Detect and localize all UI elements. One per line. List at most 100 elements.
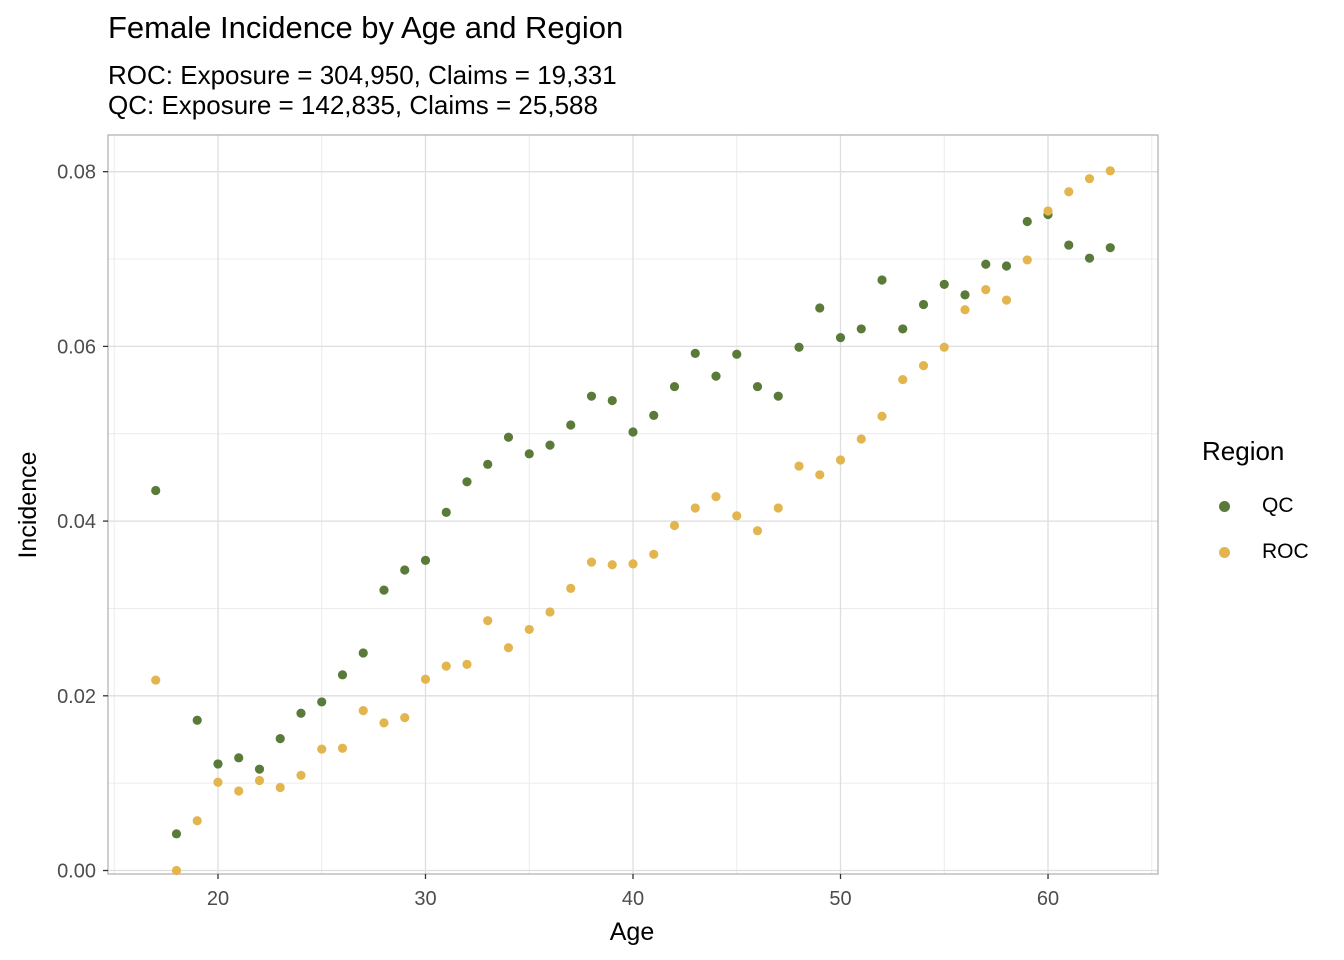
point-roc [773,503,783,513]
point-qc [669,381,680,392]
point-qc [503,432,514,442]
point-roc [628,559,638,569]
y-axis-ticks: 0.00 0.02 0.04 0.06 0.08 [57,162,108,883]
point-roc [317,744,327,754]
point-roc [752,526,763,536]
point-qc [856,324,866,334]
x-axis-title: Age [610,918,654,946]
point-qc [628,427,638,437]
point-qc [939,279,949,289]
point-roc [1064,187,1074,197]
point-qc [524,449,534,459]
point-qc [566,420,576,430]
point-roc [835,455,846,465]
major-gridlines [108,135,1158,874]
legend-label-roc: ROC [1262,540,1309,563]
point-roc [151,675,161,685]
y-axis-title: Incidence [14,451,42,558]
point-roc [690,503,700,513]
legend-label-qc: QC [1262,494,1294,517]
point-roc [213,777,223,787]
point-roc [400,713,410,723]
point-qc [379,585,389,595]
point-roc [337,743,348,753]
point-qc [1105,243,1115,253]
point-qc [794,342,804,352]
legend: Region QC ROC [1202,436,1309,575]
point-roc [669,520,680,531]
point-qc [358,648,368,658]
point-roc [524,624,534,635]
point-roc [234,786,244,796]
point-roc [607,560,617,570]
point-qc [877,275,887,285]
point-qc [254,764,265,774]
point-roc [960,305,970,315]
point-roc [856,434,866,444]
legend-item-qc: QC [1202,483,1309,529]
x-axis-ticks: 20 30 40 50 60 [207,874,1059,910]
x-tick-label: 20 [207,888,229,910]
point-roc [483,616,493,626]
point-qc [296,708,306,718]
chart-subtitle-line-2: QC: Exposure = 142,835, Claims = 25,588 [108,90,598,120]
point-qc [835,333,846,343]
point-qc [1084,253,1095,263]
point-roc [649,549,659,559]
point-roc [981,285,991,295]
point-qc [213,759,223,769]
point-qc [441,507,451,517]
point-qc [1064,240,1074,250]
point-roc [877,411,887,421]
point-roc [192,816,202,826]
point-roc [503,643,514,653]
y-tick-label: 0.02 [57,686,96,708]
point-roc [358,706,368,716]
point-roc [732,511,742,521]
point-roc [586,557,597,567]
point-qc [711,371,721,381]
legend-key-qc [1219,500,1230,512]
point-qc [420,555,431,566]
point-roc [275,782,285,793]
point-roc [1043,206,1053,216]
point-qc [462,477,472,487]
point-roc [420,674,431,684]
point-qc [607,395,617,406]
point-roc [898,374,908,385]
point-qc [234,753,244,763]
x-tick-label: 30 [414,888,436,910]
point-qc [981,259,991,269]
point-roc [441,661,451,671]
point-qc [773,391,783,401]
point-roc [1084,174,1095,184]
point-roc [794,461,804,471]
point-qc [1001,261,1012,271]
point-qc [752,381,763,392]
point-roc [1022,255,1032,265]
point-qc [586,391,597,401]
point-qc [918,299,929,310]
point-qc [960,290,970,300]
point-roc [462,659,472,669]
x-tick-label: 50 [829,888,851,910]
x-tick-label: 60 [1037,888,1059,910]
legend-key-roc [1219,546,1230,558]
point-roc [379,718,389,728]
point-qc [815,303,825,313]
point-qc [898,324,908,334]
point-qc [690,348,700,358]
point-roc [815,470,825,480]
y-tick-label: 0.06 [57,336,96,358]
legend-title: Region [1202,436,1285,466]
point-qc [732,349,742,359]
y-tick-label: 0.04 [57,511,96,533]
legend-item-roc: ROC [1202,529,1309,575]
y-tick-label: 0.08 [57,162,96,184]
point-roc [566,583,576,593]
x-tick-label: 40 [622,888,644,910]
chart-title: Female Incidence by Age and Region [108,10,624,45]
point-qc [151,485,161,496]
point-roc [711,492,721,502]
